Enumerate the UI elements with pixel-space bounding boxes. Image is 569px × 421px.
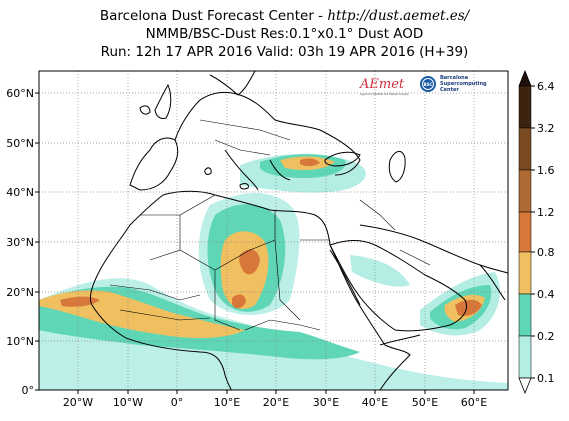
lat-label: 50°N — [6, 137, 34, 150]
axis-ticks — [35, 92, 475, 394]
lon-label: 40°E — [361, 396, 389, 409]
colorbar-label: 0.8 — [537, 246, 555, 259]
colorbar-label: 0.4 — [537, 288, 555, 301]
graticule — [39, 71, 508, 390]
lat-label: 60°N — [6, 87, 34, 100]
map-frame — [38, 70, 509, 391]
colorbar-segment-7 — [518, 335, 532, 379]
colorbar-segment-4 — [518, 211, 532, 253]
lon-label: 30°E — [312, 396, 340, 409]
bsc-line-2: Supercomputing — [440, 81, 487, 87]
aemet-logo-text: AEmet — [359, 77, 405, 92]
lon-label: 0° — [170, 396, 184, 409]
title-line-3: Run: 12h 17 APR 2016 Valid: 03h 19 APR 2… — [100, 44, 469, 60]
title-prefix: Barcelona Dust Forecast Center - — [99, 8, 328, 24]
lon-label: 20°W — [62, 396, 94, 409]
colorbar-top-arrow — [518, 69, 532, 87]
coastlines — [89, 71, 508, 390]
bsc-line-3: Center — [440, 87, 459, 93]
colorbar-segment-3 — [518, 169, 532, 213]
colorbar-bottom-arrow — [518, 377, 532, 395]
colorbar-segment-2 — [518, 127, 532, 171]
lon-label: 20°E — [262, 396, 290, 409]
lat-label: 40°N — [6, 186, 34, 199]
colorbar-label: 1.6 — [537, 164, 555, 177]
bsc-line-1: Barcelona — [440, 75, 468, 81]
bsc-logo: BSC Barcelona Supercomputing Center — [420, 75, 487, 93]
lon-label: 10°E — [213, 396, 241, 409]
borders — [109, 119, 431, 331]
lon-label: 50°E — [411, 396, 439, 409]
colorbar-label: 1.2 — [537, 206, 555, 219]
title-line-2: NMMB/BSC-Dust Res:0.1°x0.1° Dust AOD — [145, 26, 424, 42]
colorbar-segment-5 — [518, 251, 532, 295]
lon-label: 60°E — [460, 396, 488, 409]
colorbar — [518, 69, 535, 395]
colorbar-label: 0.2 — [537, 330, 555, 343]
lat-label: 10°N — [6, 335, 34, 348]
lat-label: 20°N — [6, 286, 34, 299]
colorbar-segment-1 — [518, 85, 532, 129]
title-line-1: Barcelona Dust Forecast Center - http://… — [0, 8, 569, 24]
colorbar-label: 3.2 — [537, 122, 555, 135]
colorbar-label: 0.1 — [537, 372, 555, 385]
colorbar-label: 6.4 — [537, 80, 555, 93]
lon-label: 10°W — [112, 396, 144, 409]
aemet-logo: AEmet Agencia Estatal de Meteorología — [359, 77, 409, 96]
bsc-badge: BSC — [424, 82, 433, 87]
lat-label: 0° — [21, 384, 35, 397]
colorbar-segment-6 — [518, 293, 532, 337]
title-url: http://dust.aemet.es/ — [327, 8, 470, 24]
aemet-logo-subtitle: Agencia Estatal de Meteorología — [360, 92, 409, 96]
lat-label: 30°N — [6, 236, 34, 249]
